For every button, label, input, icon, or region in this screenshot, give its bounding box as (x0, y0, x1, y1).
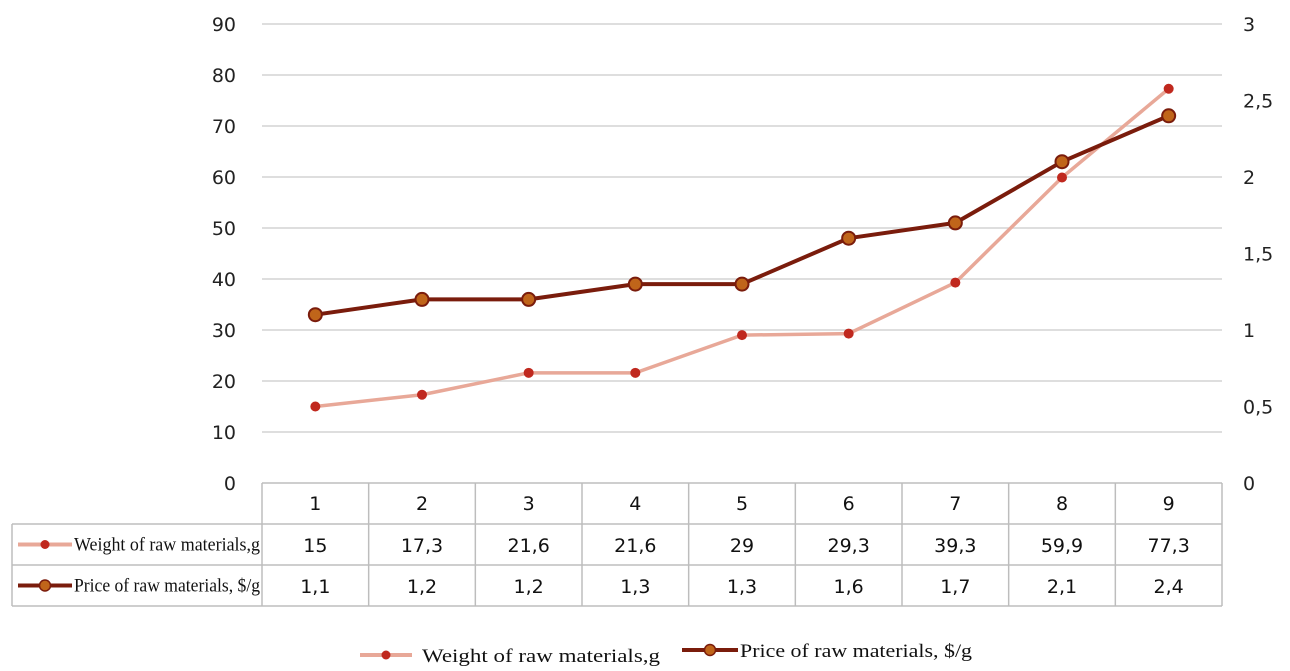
legend: Weight of raw materials,g Price of raw ma… (360, 641, 973, 667)
right-tick-label: 1 (1243, 320, 1255, 342)
table-cell-value: 29,3 (828, 535, 870, 557)
left-tick-label: 50 (212, 218, 236, 240)
right-tick-label: 2 (1243, 167, 1255, 189)
right-tick-label: 2,5 (1243, 91, 1273, 113)
table-cell-value: 1,2 (407, 576, 437, 598)
right-tick-label: 0,5 (1243, 397, 1273, 419)
series-line-1 (315, 87, 1170, 409)
category-label: 5 (736, 493, 748, 515)
table-cell-value: 1,3 (620, 576, 650, 598)
table-cell-value: 17,3 (401, 535, 443, 557)
right-tick-label: 1,5 (1243, 244, 1273, 266)
price-data-point (734, 276, 750, 292)
category-label: 4 (629, 493, 641, 515)
weight-data-point (950, 277, 961, 288)
price-data-point (1054, 154, 1070, 170)
table-cell-value: 77,3 (1148, 535, 1190, 557)
table-cell-value: 1,7 (940, 576, 970, 598)
category-label: 2 (416, 493, 428, 515)
table-legend-key-marker (40, 540, 50, 549)
price-data-point (947, 215, 963, 231)
right-y-axis: 0 0,5 1 1,5 2 2,5 3 (1243, 14, 1273, 495)
table-series-name: Weight of raw materials,g (74, 535, 260, 556)
left-tick-label: 90 (212, 14, 236, 36)
price-data-point (841, 230, 857, 246)
weight-data-point (843, 328, 854, 339)
category-label: 1 (309, 493, 321, 515)
category-label: 6 (843, 493, 855, 515)
table-cell-value: 1,2 (514, 576, 544, 598)
table-cell-value: 1,1 (300, 576, 330, 598)
data-table: 1 2 3 4 5 6 7 8 9 Weight of raw materials,g 15 17,3… (11, 482, 1223, 607)
right-tick-label: 3 (1243, 14, 1255, 36)
series-lines (307, 83, 1177, 412)
weight-data-point (1163, 83, 1174, 94)
weight-data-point (630, 367, 641, 378)
gridlines (262, 23, 1222, 433)
legend-key-marker-weight (381, 650, 391, 660)
right-tick-label: 0 (1243, 473, 1255, 495)
weight-data-point (310, 401, 321, 412)
legend-key-marker-price (703, 643, 717, 657)
left-tick-label: 20 (212, 371, 236, 393)
left-tick-label: 40 (212, 269, 236, 291)
weight-data-point (737, 330, 747, 341)
table-series-name: Price of raw materials, $/g (74, 576, 260, 597)
weight-data-point (523, 367, 534, 378)
category-label: 8 (1056, 493, 1068, 515)
price-data-point (627, 276, 643, 292)
table-cell-value: 39,3 (934, 535, 976, 557)
table-legend-key-marker (38, 579, 52, 592)
price-data-point (414, 291, 430, 307)
table-cell-value: 29 (730, 535, 754, 557)
category-label: 3 (523, 493, 535, 515)
legend-label-price: Price of raw materials, $/g (740, 641, 973, 662)
price-data-point (521, 291, 537, 307)
legend-label-weight: Weight of raw materials,g (422, 646, 661, 667)
price-data-point (307, 307, 323, 323)
left-tick-label: 60 (212, 167, 236, 189)
left-tick-label: 70 (212, 116, 236, 138)
table-cell-value: 1,3 (727, 576, 757, 598)
table-cell-value: 2,4 (1154, 576, 1184, 598)
left-tick-label: 0 (224, 473, 236, 495)
weight-data-point (1057, 172, 1067, 183)
weight-data-point (417, 389, 427, 400)
category-label: 7 (949, 493, 961, 515)
table-cell-value: 15 (303, 535, 327, 557)
left-tick-label: 30 (212, 320, 236, 342)
table-cell-value: 21,6 (508, 535, 550, 557)
left-y-axis: 0 10 20 30 40 50 60 70 80 90 (212, 14, 236, 495)
table-cell-value: 1,6 (834, 576, 864, 598)
left-tick-label: 80 (212, 65, 236, 87)
table-cell-value: 59,9 (1041, 535, 1083, 557)
left-tick-label: 10 (212, 422, 236, 444)
category-label: 9 (1163, 493, 1175, 515)
table-cell-value: 21,6 (614, 535, 656, 557)
price-data-point (1161, 108, 1177, 124)
table-cell-value: 2,1 (1047, 576, 1077, 598)
